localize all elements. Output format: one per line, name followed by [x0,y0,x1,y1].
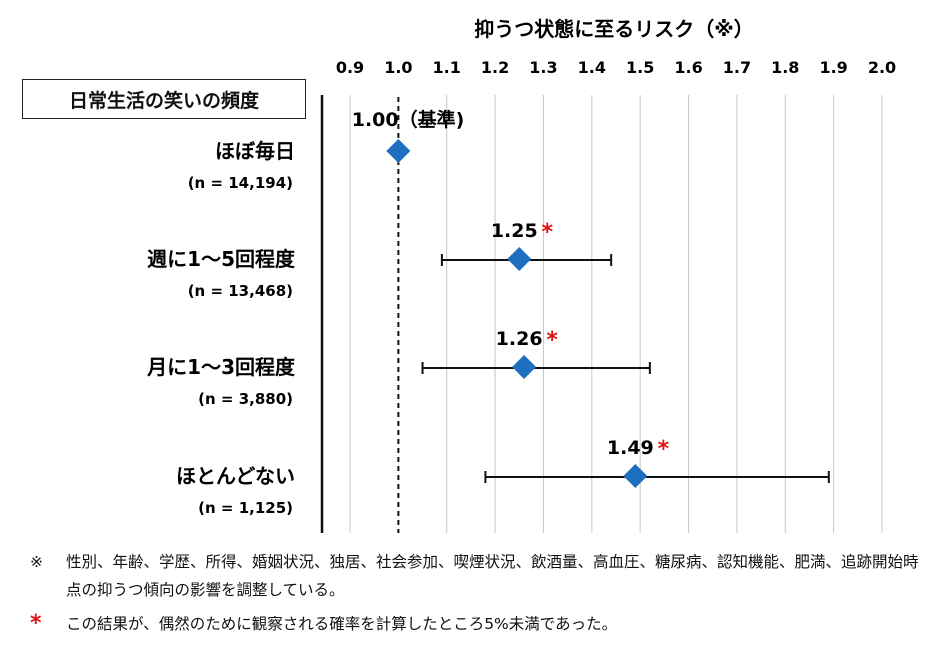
category-header-box: 日常生活の笑いの頻度 [22,79,306,119]
chart-title: 抑うつ状態に至るリスク（※） [474,17,753,41]
category-label: 週に1～5回程度 [147,247,296,271]
row-4: ほとんどない (n = 1,125) 1.49 * [176,437,830,517]
value-label: 1.49 [607,437,654,459]
point-marker [512,355,537,379]
grid-lines [349,95,883,533]
forest-plot: 抑うつ状態に至るリスク（※） 0.9 1.0 1.1 1.2 1.3 1.4 1.5 1.6 1… [146,17,896,533]
footnote-text: 性別、年齢、学歴、所得、婚姻状況、独居、社会参加、喫煙状況、飲酒量、高血圧、糖尿… [66,553,919,599]
x-tick-label: 1.7 [723,58,751,77]
x-tick-label: 1.3 [529,58,557,77]
x-tick-labels: 0.9 1.0 1.1 1.2 1.3 1.4 1.5 1.6 1.7 1.8 1.9 2.0 [336,58,896,77]
footnote-significance: * この結果が、偶然のために観察される確率を計算したところ5%未満であった。 [30,610,920,638]
significance-mark: * [30,611,42,636]
category-header: 日常生活の笑いの頻度 [68,89,259,112]
footnote-adjustment: ※ 性別、年齢、学歴、所得、婚姻状況、独居、社会参加、喫煙状況、飲酒量、高血圧、… [30,548,920,604]
x-tick-label: 1.6 [674,58,702,77]
significance-star: * [658,437,670,462]
sample-size-label: (n = 1,125) [198,499,293,517]
point-marker [386,139,411,163]
footnote-mark: ※ [30,553,43,571]
point-marker [623,464,648,488]
x-tick-label: 1.8 [771,58,799,77]
row-1: ほぼ毎日 (n = 14,194) [188,139,411,192]
x-tick-label: 1.2 [481,58,509,77]
row-3: 月に1～3回程度 (n = 3,880) 1.26 * [146,328,651,408]
x-tick-label: 1.1 [433,58,461,77]
row-2: 週に1～5回程度 (n = 13,468) 1.25 * [147,220,613,300]
point-marker [507,247,532,271]
sample-size-label: (n = 13,468) [188,282,293,300]
significance-star: * [546,328,558,353]
x-tick-label: 1.9 [819,58,847,77]
value-label: 1.26 [496,328,543,350]
x-tick-label: 1.4 [578,58,606,77]
reference-label: 1.00（基準) [352,108,465,131]
x-tick-label: 1.0 [384,58,412,77]
category-label: ほとんどない [176,464,295,488]
category-label: ほぼ毎日 [215,139,295,163]
x-tick-label: 0.9 [336,58,364,77]
footnotes: ※ 性別、年齢、学歴、所得、婚姻状況、独居、社会参加、喫煙状況、飲酒量、高血圧、… [30,548,920,638]
value-label: 1.25 [491,220,538,242]
x-tick-label: 1.5 [626,58,654,77]
x-tick-label: 2.0 [868,58,896,77]
category-label: 月に1～3回程度 [146,355,296,379]
footnote-text: この結果が、偶然のために観察される確率を計算したところ5%未満であった。 [66,615,618,633]
significance-star: * [542,220,554,245]
sample-size-label: (n = 14,194) [188,174,293,192]
rows: ほぼ毎日 (n = 14,194) 週に1～5回程度 (n = 13,468) 1.25… [146,139,830,517]
sample-size-label: (n = 3,880) [198,390,293,408]
